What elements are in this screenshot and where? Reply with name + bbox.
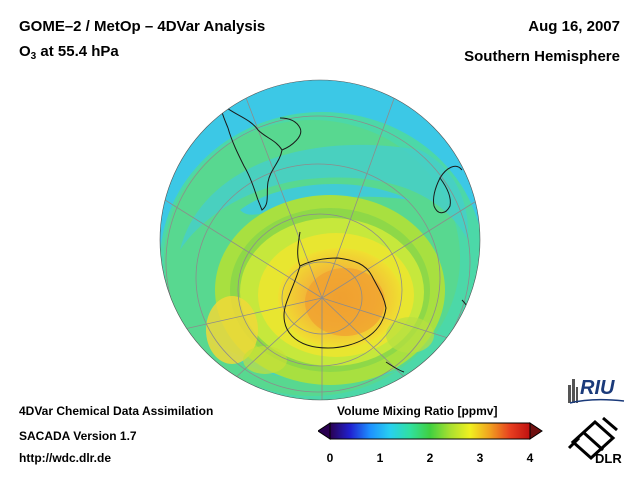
footer-version: SACADA Version 1.7 <box>19 429 137 443</box>
dlr-logo: DLR <box>567 416 622 466</box>
riu-logo-text: RIU <box>580 377 615 399</box>
dlr-logo-text: DLR <box>595 451 622 466</box>
colorbar-tick-label: 3 <box>476 451 484 465</box>
colorbar-title: Volume Mixing Ratio [ppmv] <box>337 404 498 418</box>
new-zealand-coast <box>385 361 405 373</box>
graticule <box>164 81 479 400</box>
colorbar-tick-label: 4 <box>526 451 534 465</box>
map-subtitle: O3 at 55.4 hPa <box>19 43 119 62</box>
coastlines <box>221 103 471 373</box>
antarctic-peninsula <box>297 231 301 267</box>
colorbar-tick-label: 2 <box>426 451 434 465</box>
colorbar <box>318 422 543 440</box>
colorbar-max-arrow <box>529 422 543 440</box>
footer-system: 4DVar Chemical Data Assimilation <box>19 404 214 418</box>
riu-logo: RIU <box>568 377 625 404</box>
map-title: GOME–2 / MetOp – 4DVar Analysis <box>19 18 266 35</box>
species-label: O <box>19 43 31 60</box>
colorbar-tick-label: 1 <box>376 451 384 465</box>
antarctica-coast <box>283 257 387 349</box>
africa-coast-north <box>439 165 463 179</box>
colorbar-tick-label: 0 <box>326 451 334 465</box>
africa-coast <box>433 177 451 214</box>
colorbar-min-arrow <box>318 422 331 440</box>
level-label: at 55.4 hPa <box>36 43 119 60</box>
date-label: Aug 16, 2007 <box>528 18 620 35</box>
footer-url[interactable]: http://wdc.dlr.de <box>19 451 111 465</box>
dlr-emblem-icon <box>567 416 618 461</box>
south-america-coast <box>221 103 283 211</box>
south-america-coast-east <box>279 117 302 151</box>
globe-outline <box>159 79 481 401</box>
region-label: Southern Hemisphere <box>464 48 620 65</box>
ozone-field <box>160 80 480 400</box>
species-subscript: 3 <box>30 51 37 62</box>
colorbar-gradient <box>329 422 531 440</box>
